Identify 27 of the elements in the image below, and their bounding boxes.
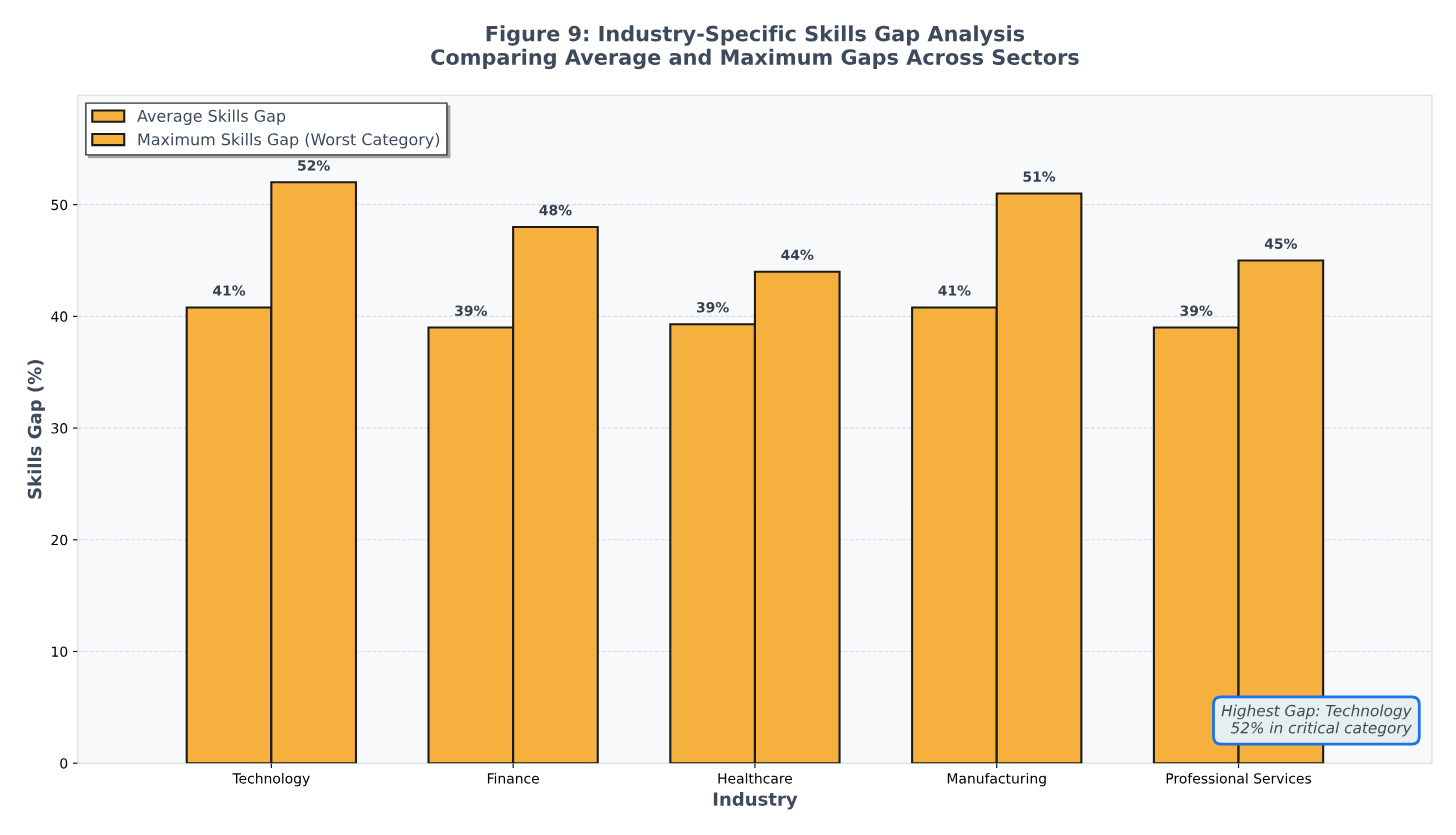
y-tick-label: 40 [51,311,68,322]
annotation: Highest Gap: Technology 52% in critical category [1221,704,1412,737]
x-tick-label: Professional Services [1166,772,1312,784]
x-tick-label: Finance [487,772,539,784]
y-tick-label: 20 [51,534,68,546]
x-tick-label: Technology [232,772,310,787]
data-label: 39% [696,302,729,313]
chart-title: Figure 9: Industry-Specific Skills Gap Analysis Comparing Average and Maximum Gaps Across Sectors [431,25,1079,70]
y-tick-label: 30 [51,423,68,434]
x-tick-label: Manufacturing [947,772,1046,787]
data-label: 39% [1180,305,1213,316]
x-axis-title: Industry [713,791,798,810]
y-tick-label: 0 [60,758,68,769]
data-label: 51% [1023,171,1056,182]
data-label: 45% [1264,238,1298,249]
data-label: 41% [938,285,971,296]
data-label: 44% [781,249,814,261]
legend-label: Average Skills Gap [137,109,286,126]
legend-label: Maximum Skills Gap (Worst Category) [138,133,440,149]
data-label: 48% [539,204,572,216]
data-label: 52% [298,160,330,171]
y-tick-label: 50 [51,199,68,211]
data-label: 39% [455,305,487,316]
x-tick-label: Healthcare [718,772,793,784]
y-axis-title: Skills Gap (%) [27,360,45,499]
y-tick-label: 10 [52,646,68,657]
data-label: 41% [213,285,246,296]
